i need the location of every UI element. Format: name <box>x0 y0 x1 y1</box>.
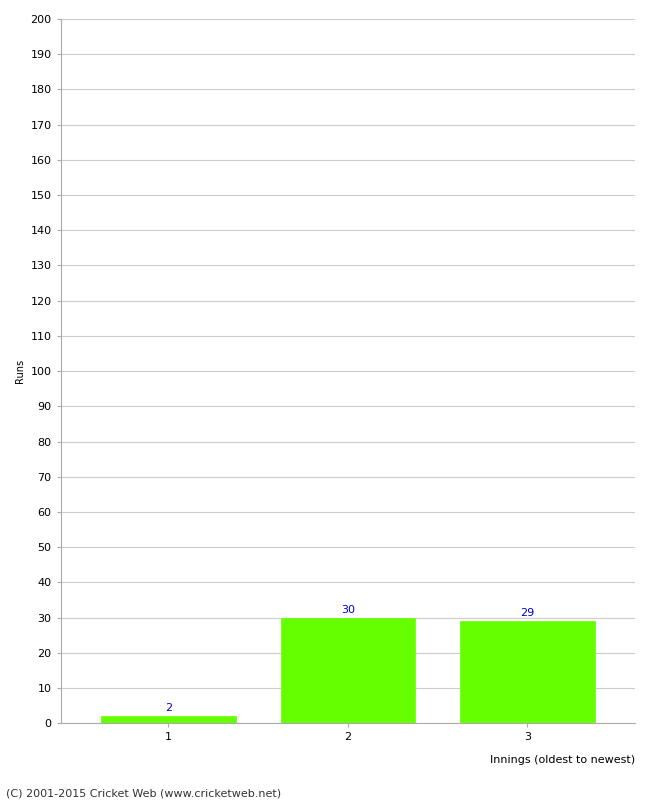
Text: (C) 2001-2015 Cricket Web (www.cricketweb.net): (C) 2001-2015 Cricket Web (www.cricketwe… <box>6 789 281 798</box>
Bar <box>281 618 415 723</box>
Text: 30: 30 <box>341 605 355 615</box>
Text: 2: 2 <box>165 703 172 714</box>
Bar <box>101 716 236 723</box>
Text: Innings (oldest to newest): Innings (oldest to newest) <box>490 755 635 765</box>
Bar <box>460 621 595 723</box>
Text: 29: 29 <box>520 608 534 618</box>
Y-axis label: Runs: Runs <box>15 359 25 383</box>
